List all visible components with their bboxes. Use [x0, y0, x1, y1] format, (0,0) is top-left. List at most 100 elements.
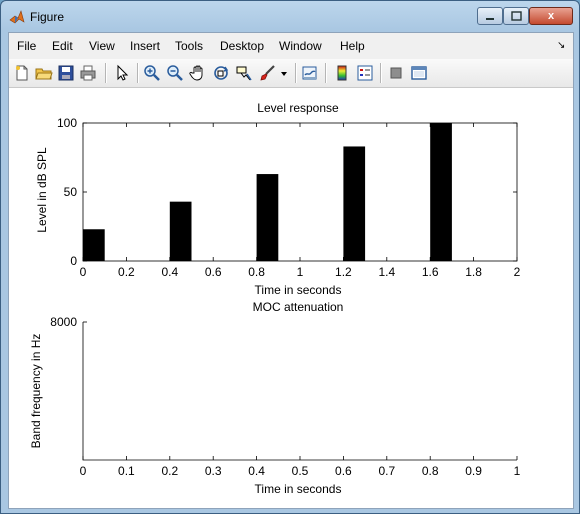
x-tick-label: 0.8 — [248, 265, 265, 279]
bar-2 — [256, 174, 279, 261]
x-axis-label: Time in seconds — [255, 482, 342, 496]
plot-canvas: Level response Level in dB SPL Time in s… — [29, 101, 521, 496]
x-tick-label: 1.6 — [422, 265, 439, 279]
legend-icon — [357, 65, 373, 81]
chevron-down-icon — [281, 72, 287, 76]
zoom-out-icon — [167, 65, 183, 81]
x-tick-label: 0.4 — [161, 265, 178, 279]
x-tick-label: 1.4 — [378, 265, 395, 279]
x-tick-label: 0.2 — [161, 464, 178, 478]
new-file-button[interactable] — [13, 64, 31, 82]
bar-4 — [430, 123, 452, 261]
x-tick-label: 0.1 — [118, 464, 135, 478]
x-tick-label: 1 — [514, 464, 521, 478]
menu-desktop[interactable]: Desktop — [220, 39, 265, 53]
save-button[interactable] — [57, 64, 75, 82]
print-button[interactable] — [79, 64, 97, 82]
pointer-icon — [117, 64, 129, 81]
zoom-out-button[interactable] — [166, 64, 184, 82]
open-folder-icon — [35, 68, 53, 80]
minimize-button[interactable] — [477, 7, 503, 25]
show-plot-tools-button[interactable] — [410, 64, 428, 82]
menu-insert[interactable]: Insert — [130, 39, 161, 53]
close-icon: x — [547, 10, 555, 22]
x-tick-label: 2 — [514, 265, 521, 279]
data-cursor-icon — [236, 66, 252, 81]
close-button[interactable]: x — [529, 7, 573, 25]
x-tick-label: 0 — [80, 265, 87, 279]
colorbar-button[interactable] — [333, 64, 351, 82]
x-tick-label: 0.4 — [248, 464, 265, 478]
menu-edit[interactable]: Edit — [52, 39, 73, 53]
colorbar-icon — [337, 65, 347, 81]
menu-bar: File Edit View Insert Tools Desktop Wind… — [9, 33, 573, 59]
pan-hand-icon — [189, 65, 203, 81]
axes-box — [82, 322, 517, 461]
x-tick-label: 0.6 — [205, 265, 222, 279]
x-tick-label: 1 — [297, 265, 304, 279]
hide-plot-tools-button[interactable] — [387, 64, 405, 82]
x-tick-label: 0.5 — [292, 464, 309, 478]
legend-button[interactable] — [356, 64, 374, 82]
x-tick-label: 1.8 — [465, 265, 482, 279]
axes-moc-attenuation[interactable]: MOC attenuation Band frequency in Hz Tim… — [29, 300, 521, 496]
dock-arrow-icon[interactable]: ↘ — [557, 40, 566, 51]
matlab-logo-icon — [9, 10, 25, 24]
bar-3 — [343, 146, 366, 261]
open-button[interactable] — [35, 64, 53, 82]
figure-canvas[interactable]: Level response Level in dB SPL Time in s… — [9, 88, 573, 508]
menu-view[interactable]: View — [89, 39, 115, 53]
print-icon — [80, 65, 96, 81]
show-plot-tools-icon — [411, 66, 427, 80]
x-tick-label: 0.9 — [465, 464, 482, 478]
y-tick-label: 8000 — [50, 315, 77, 329]
title-bar[interactable]: Figure x — [1, 1, 579, 31]
chart-title: Level response — [257, 101, 339, 115]
toolbar-separator — [105, 63, 107, 83]
brush-button[interactable] — [258, 64, 276, 82]
menu-file[interactable]: File — [17, 39, 37, 53]
data-cursor-button[interactable] — [235, 64, 253, 82]
x-tick-label: 0.8 — [422, 464, 439, 478]
x-tick-label: 0.2 — [118, 265, 135, 279]
brush-icon — [260, 65, 275, 81]
toolbar-separator — [295, 63, 297, 83]
menu-help[interactable]: Help — [340, 39, 365, 53]
toolbar-separator — [325, 63, 327, 83]
figure-toolbar — [9, 59, 573, 88]
maximize-button[interactable] — [503, 7, 529, 25]
save-icon — [58, 65, 74, 81]
zoom-in-icon — [144, 65, 160, 81]
bar-1 — [169, 201, 192, 261]
toolbar-separator — [137, 63, 139, 83]
rotate-3d-button[interactable] — [212, 64, 230, 82]
x-tick-label: 1.2 — [335, 265, 352, 279]
axes-level-response[interactable]: Level response Level in dB SPL Time in s… — [35, 101, 521, 297]
brush-dropdown[interactable] — [279, 64, 289, 82]
y-tick-label: 100 — [57, 116, 77, 130]
figure-client: File Edit View Insert Tools Desktop Wind… — [8, 32, 574, 509]
y-tick-label: 0 — [70, 254, 77, 268]
hide-plot-tools-icon — [390, 67, 402, 79]
x-tick-label: 0.6 — [335, 464, 352, 478]
axes-box — [82, 122, 518, 262]
y-tick-label: 50 — [64, 185, 78, 199]
window-title: Figure — [30, 10, 65, 24]
pan-button[interactable] — [189, 64, 207, 82]
link-plot-icon — [302, 66, 317, 80]
chart-title: MOC attenuation — [253, 300, 344, 314]
restore-icon — [511, 11, 522, 21]
toolbar-separator — [380, 63, 382, 83]
bar-0 — [83, 229, 105, 261]
x-tick-label: 0 — [80, 464, 87, 478]
menu-window[interactable]: Window — [279, 39, 322, 53]
zoom-in-button[interactable] — [143, 64, 161, 82]
x-axis-label: Time in seconds — [255, 283, 342, 297]
y-axis-label: Level in dB SPL — [35, 147, 49, 233]
menu-tools[interactable]: Tools — [175, 39, 204, 53]
minimize-icon — [486, 18, 494, 20]
link-plot-button[interactable] — [301, 64, 319, 82]
new-file-icon — [16, 65, 28, 81]
edit-plot-button[interactable] — [113, 64, 131, 82]
